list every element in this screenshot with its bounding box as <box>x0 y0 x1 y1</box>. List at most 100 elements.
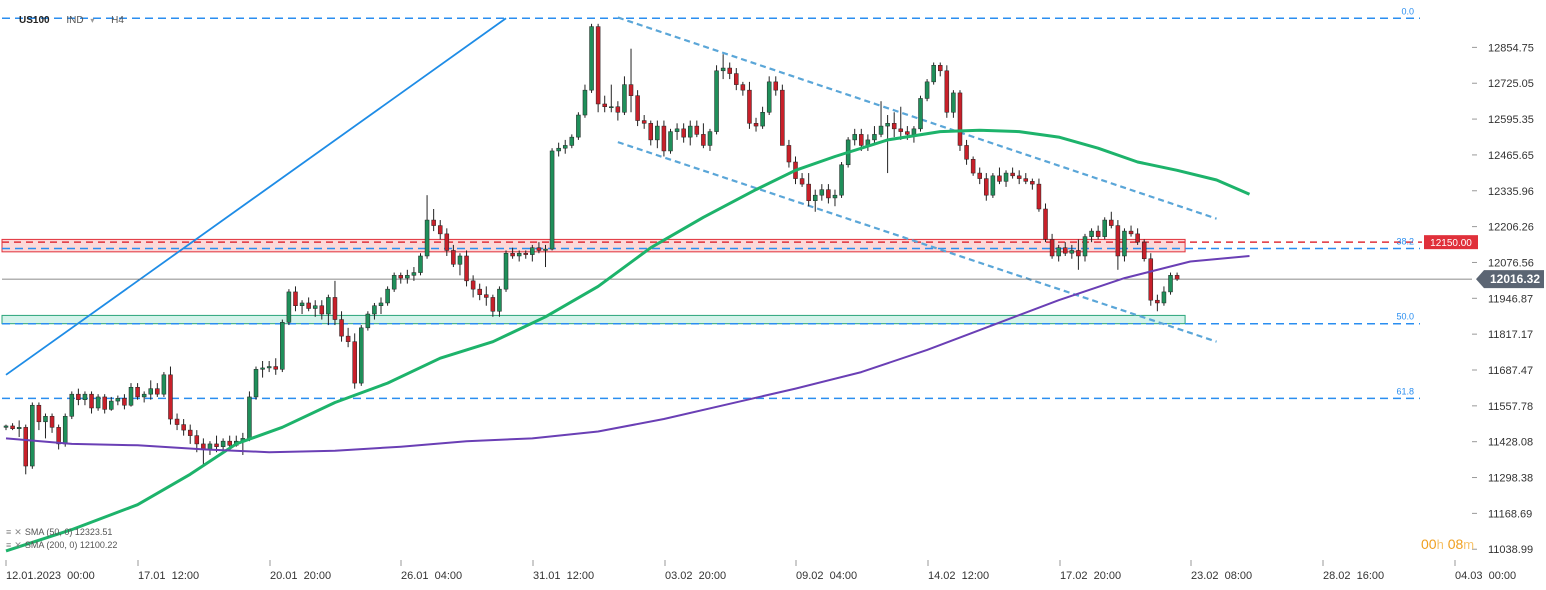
sma200-legend[interactable]: ≡ ✕ SMA (200, 0) 12100.22 <box>6 540 117 551</box>
bull-candle <box>674 128 680 132</box>
bear-candle <box>1076 250 1081 257</box>
bear-candle <box>293 291 298 306</box>
bull-candle <box>516 252 522 257</box>
close-icon[interactable]: ✕ <box>14 527 22 537</box>
bear-candle <box>1174 275 1180 280</box>
bull-candle <box>720 67 726 72</box>
timer-hours: 00 <box>1421 536 1437 552</box>
bull-candle <box>260 367 265 370</box>
bull-candle <box>543 248 548 251</box>
bull-candle <box>95 396 101 409</box>
sma50-legend-label: SMA (50, 0) <box>24 527 73 537</box>
bull-candle <box>832 194 838 199</box>
y-tick-label: 12076.56 <box>1488 257 1534 269</box>
bull-candle <box>872 134 877 141</box>
symbol-label[interactable]: US100 <box>19 15 50 26</box>
close-icon[interactable]: ✕ <box>14 540 22 550</box>
bear-candle <box>786 145 792 163</box>
fib-levels-layer: 0.0 38.2 50.0 61.8 <box>2 6 1420 400</box>
bull-candle <box>247 396 252 439</box>
bear-candle <box>510 252 515 257</box>
bull-candle <box>418 255 423 273</box>
sma200-line <box>5 255 1250 454</box>
bull-candle <box>372 305 377 315</box>
bear-candle <box>602 103 607 107</box>
bear-candle <box>1148 258 1154 301</box>
bull-candle <box>576 114 581 138</box>
bear-candle <box>806 183 811 201</box>
bear-candle <box>891 123 897 130</box>
bear-candle <box>49 416 55 428</box>
bear-candle <box>753 123 759 127</box>
candles-layer <box>3 23 1180 475</box>
resistance-zone <box>1 238 1186 253</box>
sma50-legend[interactable]: ≡ ✕ SMA (50, 0) 12323.51 <box>6 527 112 538</box>
bear-candle <box>1043 208 1048 240</box>
bull-candle <box>911 128 917 135</box>
bear-candle <box>747 89 752 124</box>
bear-candle <box>345 335 351 342</box>
sma200-legend-label: SMA (200, 0) <box>24 540 78 550</box>
bear-candle <box>135 387 140 398</box>
bull-candle <box>766 81 772 113</box>
bear-candle <box>859 134 864 146</box>
y-tick-label: 11557.78 <box>1488 401 1533 413</box>
bull-candle <box>1168 275 1173 293</box>
bear-candle <box>451 250 456 265</box>
bear-candle <box>661 125 667 152</box>
channel-line <box>617 141 1217 343</box>
bear-candle <box>595 26 601 105</box>
bear-candle <box>470 280 476 290</box>
bull-candle <box>359 327 364 384</box>
bear-candle <box>615 106 621 113</box>
bear-candle <box>23 427 28 467</box>
bear-candle <box>1030 181 1035 185</box>
timer-hours-unit: h <box>1436 537 1444 552</box>
bear-candle <box>740 84 746 91</box>
timer-minutes: 08 <box>1447 536 1464 552</box>
bear-candle <box>319 305 325 315</box>
visibility-icon[interactable]: ≡ <box>6 527 12 537</box>
bear-candle <box>694 125 700 135</box>
x-tick-label: 09.02 04:00 <box>796 570 857 582</box>
bull-candle <box>668 131 673 152</box>
y-tick-label: 11946.87 <box>1488 293 1533 305</box>
bull-candle <box>286 291 292 323</box>
bear-candle <box>76 393 81 400</box>
visibility-icon[interactable]: ≡ <box>6 540 12 550</box>
bear-candle <box>273 366 278 370</box>
bear-candle <box>1109 219 1114 226</box>
bear-candle <box>1135 233 1140 243</box>
dropdown-icon[interactable]: ▾ <box>90 16 95 25</box>
bull-candle <box>609 106 614 108</box>
candle-countdown-timer: 00h 08m <box>1421 536 1474 552</box>
bull-candle <box>62 416 68 445</box>
bull-candle <box>1003 172 1009 182</box>
bull-candle <box>549 150 555 250</box>
bear-candle <box>1023 178 1029 182</box>
x-tick-label: 04.03 00:00 <box>1455 570 1516 582</box>
y-tick-label: 11428.08 <box>1488 437 1533 449</box>
bear-candle <box>780 89 785 146</box>
bear-candle <box>734 73 739 85</box>
x-tick-label: 17.02 20:00 <box>1060 570 1121 582</box>
bear-candle <box>984 178 989 196</box>
bull-candle <box>161 374 167 395</box>
bull-candle <box>43 416 48 423</box>
bull-candle <box>385 288 390 304</box>
bear-candle <box>36 404 42 423</box>
x-tick-label: 20.01 20:00 <box>270 570 331 582</box>
bull-candle <box>16 427 22 429</box>
timeframe-label[interactable]: H4 <box>111 15 124 26</box>
sma200-legend-value: 12100.22 <box>79 540 118 550</box>
bear-candle <box>970 158 976 174</box>
bear-candle <box>1062 247 1068 254</box>
bull-candle <box>411 272 417 276</box>
bear-candle <box>964 145 969 160</box>
bull-candle <box>589 26 594 91</box>
bear-candle <box>1141 241 1147 259</box>
bear-candle <box>431 219 436 226</box>
alert-price-badge <box>1424 235 1478 250</box>
bear-candle <box>10 425 15 429</box>
